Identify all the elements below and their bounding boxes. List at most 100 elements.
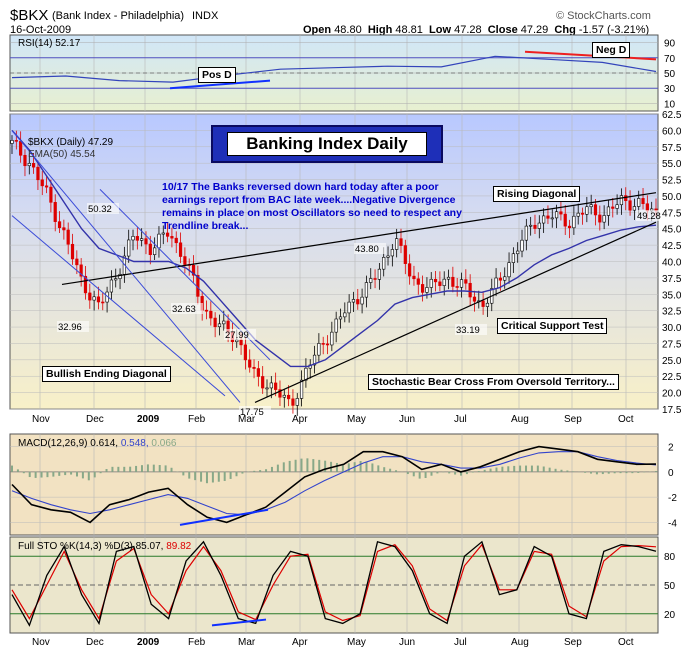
candle-body	[135, 236, 139, 241]
candle-body	[576, 212, 580, 217]
sto-tick-label: 80	[664, 552, 676, 563]
macd-tick-label: 2	[668, 443, 674, 454]
price-point-label: 27.99	[225, 330, 249, 341]
candle-body	[611, 206, 615, 209]
candle-body	[118, 273, 122, 279]
candle-body	[529, 224, 533, 227]
price-tick-label: 17.5	[662, 405, 682, 416]
annotation-critical-support: Critical Support Test	[497, 318, 608, 334]
x-tick-label-price: Nov	[32, 414, 50, 425]
candle-body	[299, 379, 304, 399]
price-tick-label: 45.0	[662, 225, 682, 236]
price-tick-label: 27.5	[662, 339, 682, 350]
price-series: 50.32 32.96 32.63 27.99 17.75 43.80 33.19 49.28	[10, 129, 668, 418]
candle-body	[274, 382, 278, 390]
rsi-series	[10, 50, 658, 90]
lower-trendline	[254, 221, 657, 403]
price-tick-label: 37.5	[662, 274, 682, 285]
candle-body	[165, 232, 170, 237]
macd-tick-label: -4	[668, 518, 677, 529]
candle-body	[537, 222, 541, 229]
candle-body	[174, 237, 178, 244]
rsi-tick-label: 10	[664, 99, 676, 110]
candle-body	[287, 394, 291, 400]
macd-divergence-line	[179, 508, 269, 526]
macd-signal-value: 0.548,	[121, 438, 152, 449]
candle-body	[213, 317, 217, 328]
price-tick-label: 50.0	[662, 192, 682, 203]
x-tick-label-bottom: Mar	[238, 637, 256, 648]
candle-body	[598, 214, 602, 223]
price-tick-label: 32.5	[662, 307, 682, 318]
candle-body	[580, 212, 585, 215]
symbol: $BKX	[10, 7, 49, 24]
macd-tick-label: -2	[668, 493, 677, 504]
commentary: 10/17 The Banks reversed down hard today…	[162, 181, 462, 232]
price-tick-label: 20.0	[662, 389, 682, 400]
candle-body	[144, 238, 148, 245]
candle-body	[338, 316, 343, 320]
candle-body	[312, 354, 317, 366]
price-label-bg	[354, 243, 386, 254]
candle-body	[468, 282, 472, 298]
sto-d-line	[11, 543, 657, 622]
candle-body	[498, 277, 503, 281]
candle-body	[114, 278, 118, 281]
candle-body	[127, 239, 131, 257]
candle-body	[637, 198, 641, 207]
candle-body	[455, 286, 459, 288]
candle-body	[451, 276, 455, 287]
price-tick-label: 62.5	[662, 110, 682, 121]
candle-body	[153, 247, 157, 255]
candle-body	[278, 389, 282, 398]
candle-body	[222, 320, 226, 325]
x-tick-label-bottom: Jul	[454, 637, 467, 648]
diagonal-lower-line	[11, 215, 226, 397]
candle-body	[170, 236, 174, 239]
candle-body	[382, 257, 386, 270]
rsi-pos-divergence-line	[169, 79, 271, 90]
x-tick-label-price: 2009	[137, 414, 160, 425]
candle-body	[32, 163, 36, 168]
candle-body	[559, 211, 563, 215]
candle-body	[433, 278, 438, 283]
candle-body	[524, 225, 528, 241]
annotation-stochastic-cross: Stochastic Bear Cross From Oversold Terr…	[368, 374, 619, 390]
candle-body	[520, 239, 524, 252]
price-legend: $BKX (Daily) 47.29	[28, 137, 113, 148]
candle-body	[27, 163, 31, 167]
candle-body	[140, 238, 144, 241]
candle-body	[57, 221, 62, 229]
ema50-line	[11, 129, 657, 368]
candle-body	[256, 368, 260, 377]
price-label-bg	[239, 406, 271, 417]
candle-body	[347, 301, 351, 314]
candle-body	[109, 279, 114, 293]
candle-body	[330, 331, 334, 346]
candle-body	[516, 250, 520, 255]
candle-body	[494, 277, 498, 289]
candle-body	[589, 204, 593, 208]
candle-body	[641, 198, 645, 205]
candle-body	[131, 236, 135, 241]
candle-body	[464, 279, 468, 284]
candle-body	[507, 262, 511, 278]
x-tick-label-bottom: 2009	[137, 637, 160, 648]
candle-body	[49, 186, 53, 203]
macd-signal-line	[11, 451, 657, 516]
candle-body	[53, 202, 57, 222]
candle-body	[563, 213, 567, 227]
macd-line	[11, 445, 657, 524]
candle-body	[217, 323, 222, 328]
x-tick-label-bottom: Feb	[188, 637, 206, 648]
price-label-bg	[87, 203, 119, 214]
candle-body	[79, 264, 83, 277]
price-point-label: 50.32	[88, 204, 112, 215]
price-point-label: 17.75	[240, 407, 264, 418]
rsi-tick-label: 50	[664, 69, 676, 80]
candle-body	[62, 227, 66, 231]
candle-body	[295, 398, 299, 406]
price-point-label: 49.28	[637, 211, 661, 222]
